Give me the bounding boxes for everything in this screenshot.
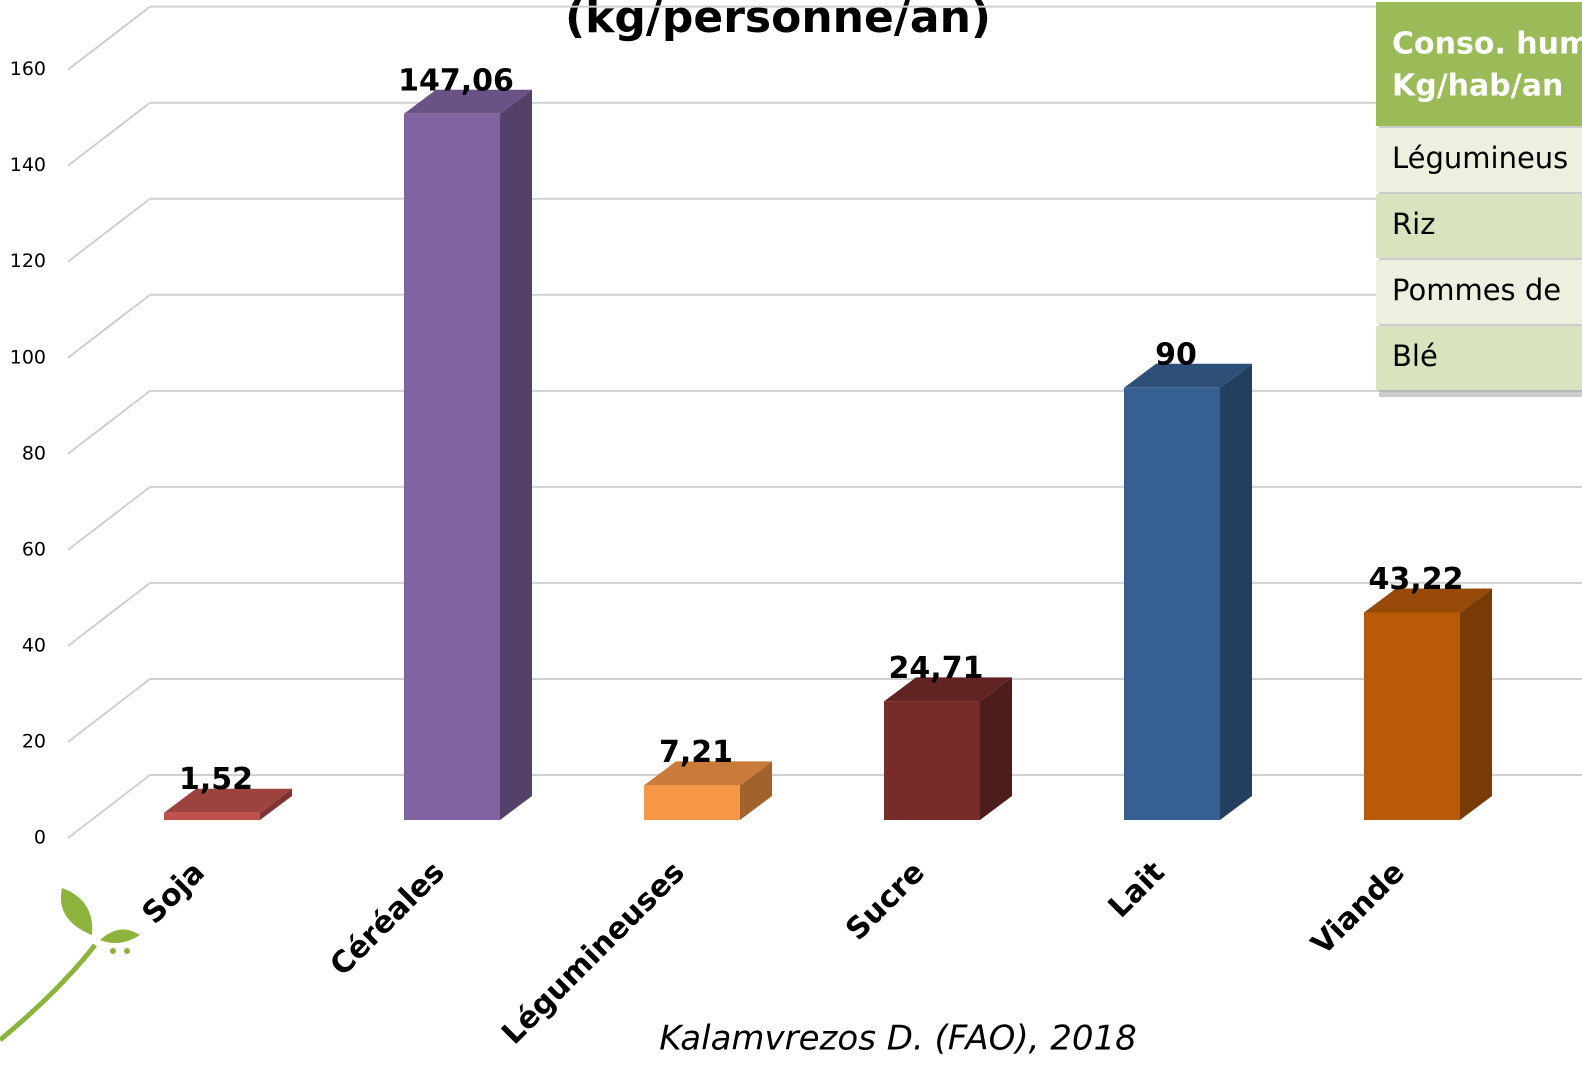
x-tick-label: Céréales	[324, 855, 452, 983]
table-cell: Pommes de	[1392, 273, 1561, 307]
source: Kalamvrezos D. (FAO), 2018	[659, 1019, 1137, 1059]
y-tick-label: 80	[22, 442, 46, 464]
grid-line-side	[67, 293, 151, 359]
y-tick-label: 60	[22, 538, 46, 560]
x-tick-label: Viande	[1305, 855, 1412, 962]
grid-line-side	[67, 486, 151, 551]
value-label: 147,06	[398, 63, 514, 98]
value-label: 7,21	[659, 735, 733, 770]
x-tick-label: Sucre	[839, 855, 932, 948]
bar-side	[500, 89, 532, 820]
y-tick-label: 160	[10, 58, 46, 80]
table-row	[1376, 194, 1582, 258]
bar-side	[980, 677, 1012, 820]
value-label: 90	[1155, 337, 1197, 372]
table-row	[1376, 260, 1582, 324]
x-tick-label: Soja	[135, 855, 211, 931]
grid-line-side	[67, 101, 151, 167]
bar-side	[740, 761, 772, 820]
y-tick-label: 120	[10, 250, 46, 272]
bar-side	[1460, 588, 1492, 820]
table-header	[1376, 2, 1582, 126]
bar	[404, 113, 500, 820]
value-label: 1,52	[179, 762, 253, 797]
table-row	[1376, 128, 1582, 192]
bar-side	[1220, 363, 1252, 820]
table-header-text: Conso. hum	[1392, 27, 1582, 62]
y-tick-label: 100	[10, 346, 46, 368]
grid-line-side	[67, 197, 151, 263]
y-tick-label: 40	[22, 634, 46, 656]
bar	[1124, 387, 1220, 820]
bar	[884, 701, 980, 820]
bar-top	[884, 677, 1012, 702]
table-cell: Riz	[1392, 207, 1435, 241]
bar-top	[404, 89, 532, 114]
logo	[0, 888, 140, 1042]
bar-top	[644, 761, 772, 786]
bar	[1364, 612, 1460, 820]
bar-top	[1124, 363, 1252, 388]
grid-line-side	[67, 678, 151, 743]
table-row	[1376, 326, 1582, 390]
bar-top	[164, 788, 292, 813]
grid-line-side	[67, 774, 151, 839]
bar-top	[1364, 588, 1492, 613]
value-label: 24,71	[889, 651, 984, 686]
value-label: 43,22	[1369, 562, 1464, 597]
bar-side	[260, 788, 292, 820]
grid-line-side	[67, 5, 151, 71]
grid-line-side	[67, 582, 151, 647]
x-tick-label: Lait	[1102, 855, 1172, 925]
y-tick-label: 0	[34, 827, 46, 849]
table-header-text: Kg/hab/an	[1392, 69, 1563, 104]
table-cell: Légumineus	[1392, 141, 1568, 175]
table-cell: Blé	[1392, 339, 1438, 373]
table: Conso. hum Kg/hab/an Légumineus Riz Pommes d…	[1376, 2, 1582, 397]
grid-line-side	[67, 390, 151, 455]
y-tick-label: 20	[22, 730, 46, 752]
y-tick-label: 140	[10, 154, 46, 176]
bar	[164, 812, 260, 820]
bar	[644, 785, 740, 820]
